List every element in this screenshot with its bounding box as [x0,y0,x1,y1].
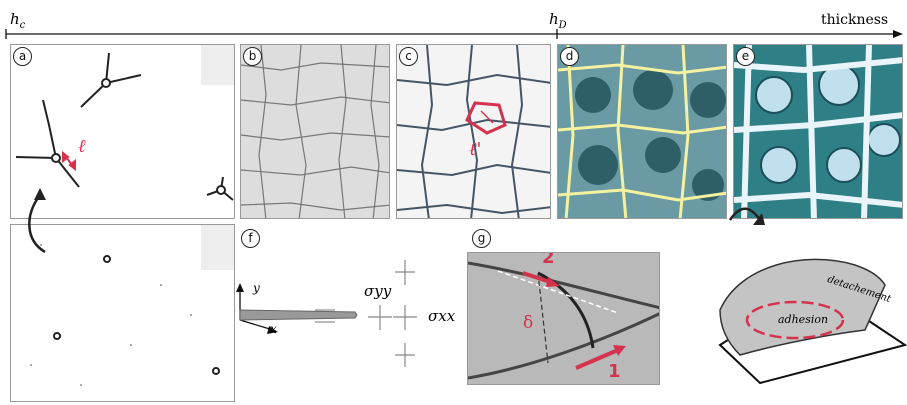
hd-label: hD [549,10,567,31]
panel-e-label: e [736,47,755,66]
panel-d: d [557,44,727,219]
panel-g-label: g [472,229,491,248]
panel-f-diagram [236,283,358,334]
panel-b-label: b [243,47,262,66]
delta-label: δ [523,313,534,333]
arrow-1-label: 1 [608,361,621,382]
panel-g: 2 1 δ [467,252,660,385]
stress-crosses [368,260,417,367]
axis-y-label: y [253,281,260,295]
panel-b-image [241,45,389,218]
panel-e-image [734,45,902,218]
panel-c: c ℓ' [396,44,551,219]
sigma-xx-label: σxx [428,307,456,325]
panel-a-label: a [13,47,32,66]
hd-symbol: h [549,10,559,28]
hc-label: hc [10,10,25,31]
thickness-label: thickness [821,12,889,28]
hc-symbol: h [10,10,20,28]
panel-g-image [468,261,659,380]
ell-prime-symbol: ℓ' [469,139,482,160]
panel-e: e [733,44,903,219]
sigma-yy-label: σyy [364,282,392,300]
arrow-2-label: 2 [542,252,555,268]
transition-arrow [28,188,46,254]
ell-symbol: ℓ [78,136,86,157]
panel-c-image [397,45,550,218]
panel-b: b [240,44,390,219]
panel-a-image [15,45,234,201]
thickness-axis [5,29,903,39]
panel-f-label: f [241,229,260,248]
panel-d-label: d [560,47,579,66]
hd-subscript: D [558,20,567,31]
panel-a-bottom-image [30,225,234,386]
adhesion-label: adhesion [778,313,829,326]
axis-x-label: x [270,322,277,336]
hc-subscript: c [19,20,26,31]
panel-c-label: c [399,47,418,66]
panel-d-image [558,45,726,218]
detachment-illustration [718,207,907,385]
panel-a-bottom [10,224,235,402]
panel-a: a ℓ [10,44,235,219]
